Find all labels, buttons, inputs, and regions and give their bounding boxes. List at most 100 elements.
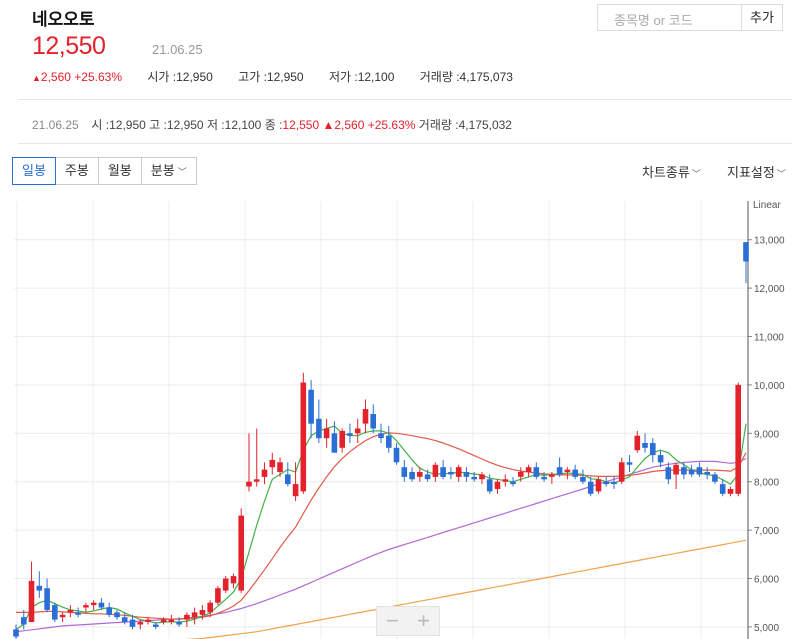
candle-body [719,484,726,494]
candle-body [611,481,617,485]
candle-body [440,467,446,477]
moving-average-5-line [15,423,747,630]
candle-body [354,428,361,434]
candle-body [184,614,190,620]
candle-body [642,443,648,448]
candle-body [486,479,493,492]
candle-body [502,479,509,482]
candle-body [230,576,237,584]
candle-body [339,430,345,448]
candle-body [75,612,81,615]
candle-body [603,481,609,485]
candle-body [370,414,376,429]
summary-high: 12,950 [166,118,204,132]
candle-body [292,484,299,497]
candle-body [285,474,291,485]
candle-body [432,464,439,477]
tab-monthly[interactable]: 월봉 [98,158,142,184]
candle-body [735,384,741,494]
candle-body [378,433,384,439]
low-value: 12,100 [357,70,395,84]
stock-name: 네오오토 [32,10,95,29]
candle-body [137,622,144,625]
chart-type-dropdown[interactable]: 차트종류 ﹀ [642,162,701,181]
candle-body [59,614,66,618]
candle-body [347,433,353,436]
moving-average-120-line [185,539,747,639]
candle-body [67,610,74,613]
candle-body [215,588,221,603]
candle-body [207,602,213,613]
tab-daily[interactable]: 일봉 [12,157,56,185]
candle-body [246,481,252,487]
change-percent: +25.63% [74,70,123,84]
candle-body [28,580,35,622]
candle-body [595,479,602,492]
summary-close-label: 종 : [264,118,283,132]
indicator-settings-dropdown[interactable]: 지표설정 ﹀ [727,162,786,181]
candle-body [494,481,501,489]
candle-body [743,242,749,262]
candlestick-chart[interactable]: 13,000 12,000 11,000 10,000 9,000 8,000 7,000 6… [0,195,792,639]
candle-body [727,489,734,494]
candle-body [323,428,330,439]
candle-body [191,612,198,618]
candle-body [572,469,578,477]
candle-body [83,605,89,608]
summary-low-label: 저 : [206,118,225,132]
add-stock-button[interactable]: 추가 [741,4,783,31]
candle-body [222,578,229,591]
y-axis-tick-label: 10,000 [754,381,785,392]
summary-date: 21.06.25 [32,118,79,132]
candle-body [176,622,182,625]
candle-body [21,617,27,625]
candle-body [471,476,477,480]
summary-low: 12,100 [224,118,262,132]
candle-body [688,469,695,475]
candle-body [393,447,400,463]
chevron-down-icon: ﹀ [691,169,701,179]
candle-body [121,617,128,622]
price-stats: ▲2,560 +25.63% 시가 :12,950 고가 :12,950 저가 … [32,68,513,85]
scale-type-label: Linear [753,200,781,211]
candle-body [129,619,136,627]
candle-body [549,474,555,477]
candle-body [153,624,159,627]
divider [18,99,792,100]
zoom-controls: − + [376,606,440,636]
tab-minute[interactable]: 분봉 ﹀ [141,158,196,184]
summary-high-label: 고 : [149,118,167,132]
summary-volume: 4,175,032 [458,118,512,132]
candle-body [634,435,641,451]
candle-body [362,409,369,424]
candle-body [541,476,547,480]
y-axis-tick-label: 13,000 [754,236,785,247]
candle-body [479,474,485,480]
volume-value: 4,175,073 [459,70,513,84]
candle-body [13,629,19,637]
summary-open-label: 시 : [91,118,110,132]
candle-body [696,467,703,475]
candle-body [704,472,710,475]
low-label: 저가 : [328,70,358,84]
candle-body [564,469,571,472]
summary-volume-label: 거래량 : [418,118,459,132]
candle-body [650,443,656,456]
candle-body [308,389,314,424]
candle-body [238,515,244,591]
tab-weekly[interactable]: 주봉 [55,158,99,184]
current-price: 12,550 [32,32,106,60]
candle-body [44,588,50,610]
candle-body [331,433,338,453]
zoom-in-button[interactable]: + [417,608,430,633]
candle-body [386,435,392,448]
candle-body [90,602,97,606]
zoom-out-button[interactable]: − [386,608,399,633]
price-date: 21.06.25 [152,42,203,57]
high-value: 12,950 [266,70,304,84]
stock-search-input[interactable]: 종목명 or 코드 [597,4,741,31]
open-value: 12,950 [176,70,213,84]
chart-summary: 21.06.25 시 :12,950 고 :12,950 저 :12,100 종… [32,116,512,133]
high-label: 고가 : [238,70,267,84]
candle-body [673,464,679,475]
